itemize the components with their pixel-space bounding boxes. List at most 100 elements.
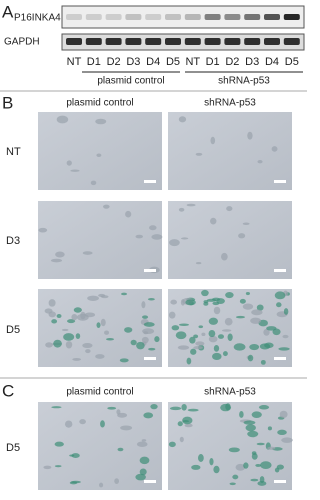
cell bbox=[189, 336, 196, 344]
cell bbox=[228, 447, 240, 453]
cell bbox=[54, 465, 62, 468]
cell bbox=[239, 298, 246, 304]
band bbox=[85, 14, 102, 20]
micrograph bbox=[38, 289, 162, 367]
cell bbox=[242, 303, 254, 310]
cell bbox=[208, 330, 216, 338]
cell bbox=[247, 430, 259, 438]
lane-label: D1 bbox=[87, 56, 101, 68]
cell bbox=[61, 328, 69, 332]
cell bbox=[250, 478, 259, 482]
cell bbox=[201, 289, 209, 297]
cell bbox=[124, 327, 133, 333]
row-label: D3 bbox=[6, 235, 20, 247]
cell bbox=[103, 204, 110, 209]
cell bbox=[73, 307, 82, 313]
cell bbox=[193, 334, 199, 339]
cell bbox=[279, 410, 288, 419]
cell bbox=[141, 336, 149, 344]
cell bbox=[221, 252, 228, 261]
cell bbox=[171, 325, 180, 331]
cell bbox=[213, 465, 220, 474]
band bbox=[145, 38, 162, 45]
cell bbox=[209, 458, 214, 466]
cell bbox=[66, 160, 72, 166]
cell bbox=[245, 291, 250, 296]
cell bbox=[154, 336, 160, 343]
scale-bar bbox=[274, 269, 286, 272]
cell bbox=[229, 482, 236, 486]
cell bbox=[107, 406, 117, 410]
cell bbox=[190, 348, 197, 355]
cell bbox=[235, 463, 246, 471]
cell bbox=[135, 234, 144, 239]
bands bbox=[66, 14, 300, 45]
cell bbox=[226, 206, 233, 212]
cell bbox=[206, 298, 217, 302]
scale-bar bbox=[144, 480, 156, 483]
band bbox=[105, 14, 122, 20]
cell bbox=[56, 115, 69, 124]
cell bbox=[283, 308, 289, 315]
cell bbox=[247, 131, 253, 140]
cell bbox=[274, 291, 286, 300]
group-label: plasmid control bbox=[97, 76, 164, 87]
cell bbox=[82, 251, 93, 255]
band bbox=[184, 14, 201, 20]
cell bbox=[217, 334, 224, 339]
cell bbox=[267, 426, 272, 431]
lane-label: D5 bbox=[285, 56, 299, 68]
band bbox=[165, 14, 181, 20]
scale-bar bbox=[144, 269, 156, 272]
cell bbox=[277, 429, 287, 436]
scale-bar bbox=[274, 480, 286, 483]
cell bbox=[38, 227, 48, 233]
cell bbox=[67, 319, 76, 324]
cell bbox=[221, 329, 232, 332]
cell bbox=[251, 451, 257, 455]
cell bbox=[201, 332, 206, 337]
cell bbox=[150, 403, 158, 410]
column-header: shRNA-p53 bbox=[204, 387, 256, 398]
cell bbox=[177, 421, 183, 427]
cell bbox=[225, 291, 234, 299]
band bbox=[145, 14, 162, 20]
cell bbox=[260, 359, 266, 365]
cell bbox=[100, 318, 106, 327]
band bbox=[224, 14, 241, 20]
cell bbox=[104, 330, 110, 335]
cell bbox=[187, 408, 199, 412]
cell bbox=[282, 334, 289, 339]
cell bbox=[276, 464, 284, 470]
cell bbox=[143, 331, 149, 335]
micrograph bbox=[168, 402, 292, 490]
lane-label: D3 bbox=[126, 56, 140, 68]
cell bbox=[116, 409, 121, 415]
lane-labels: NT D1 D2 D3 D4 D5 NT D1 D2 D3 D4 D5 bbox=[67, 56, 299, 68]
cell bbox=[213, 306, 221, 315]
cell bbox=[239, 410, 244, 418]
cell bbox=[247, 354, 254, 362]
cell bbox=[51, 319, 58, 324]
cell bbox=[256, 442, 265, 446]
cell bbox=[48, 299, 56, 307]
cell bbox=[99, 482, 104, 488]
cell bbox=[147, 298, 155, 301]
scale-bar bbox=[144, 357, 156, 360]
lane-label: D4 bbox=[146, 56, 160, 68]
cell bbox=[271, 146, 278, 152]
blot bbox=[61, 33, 305, 51]
column-header: plasmid control bbox=[66, 387, 133, 398]
cell bbox=[136, 441, 148, 447]
band bbox=[66, 14, 82, 20]
cell bbox=[117, 447, 124, 452]
cell bbox=[225, 403, 231, 411]
band bbox=[264, 14, 280, 20]
cell bbox=[272, 328, 281, 336]
cell bbox=[198, 325, 204, 329]
cell bbox=[260, 461, 272, 470]
cell bbox=[69, 454, 75, 457]
cell bbox=[51, 406, 62, 409]
cell bbox=[69, 481, 78, 485]
cell bbox=[232, 474, 239, 480]
